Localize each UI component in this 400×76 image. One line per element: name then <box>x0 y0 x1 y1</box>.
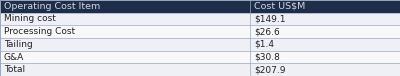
Bar <box>0 25 400 38</box>
Text: Processing Cost: Processing Cost <box>4 27 75 36</box>
Text: $207.9: $207.9 <box>254 65 286 74</box>
Text: G&A: G&A <box>4 53 24 61</box>
Text: $1.4: $1.4 <box>254 40 274 49</box>
Bar <box>0 51 400 63</box>
Text: Operating Cost Item: Operating Cost Item <box>4 2 100 11</box>
Text: Total: Total <box>4 65 25 74</box>
Bar <box>0 13 400 25</box>
Text: Cost US$M: Cost US$M <box>254 2 305 11</box>
Text: $26.6: $26.6 <box>254 27 280 36</box>
Bar <box>0 63 400 76</box>
Bar <box>0 38 400 51</box>
Text: Tailing: Tailing <box>4 40 33 49</box>
Text: $30.8: $30.8 <box>254 53 280 61</box>
Text: $149.1: $149.1 <box>254 15 286 23</box>
Text: Mining cost: Mining cost <box>4 15 56 23</box>
Bar <box>0 0 400 13</box>
